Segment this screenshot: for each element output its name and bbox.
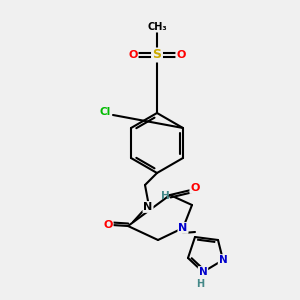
Text: N: N [219, 255, 227, 265]
Text: O: O [103, 220, 113, 230]
Text: O: O [190, 183, 200, 193]
Text: N: N [178, 223, 188, 233]
Text: S: S [152, 49, 161, 62]
Text: O: O [176, 50, 186, 60]
Text: O: O [128, 50, 138, 60]
Text: Cl: Cl [99, 107, 111, 117]
Text: CH₃: CH₃ [147, 22, 167, 32]
Text: N: N [199, 267, 207, 277]
Text: H: H [196, 279, 204, 289]
Text: H: H [160, 191, 169, 201]
Text: N: N [143, 202, 153, 212]
